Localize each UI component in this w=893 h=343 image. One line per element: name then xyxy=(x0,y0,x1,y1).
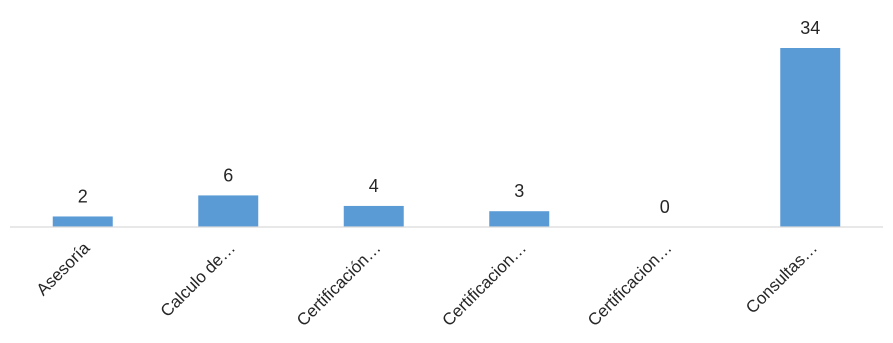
x-tick-label-4: Certificacion… xyxy=(584,238,676,330)
x-tick-label-5: Consultas… xyxy=(742,238,821,317)
bars-group xyxy=(52,48,841,227)
value-label-4: 0 xyxy=(660,197,670,217)
x-tick-label-2: Certificación… xyxy=(293,238,385,330)
x-tick-label-1: Calculo de… xyxy=(157,238,239,320)
bar-5 xyxy=(780,48,841,227)
bar-1 xyxy=(198,195,259,227)
x-tick-labels-group: Asesoría Calculo de… Certificación… Certifi… xyxy=(33,238,821,330)
value-label-3: 3 xyxy=(514,181,524,201)
value-label-2: 4 xyxy=(369,176,379,196)
value-labels-group: 2 6 4 3 0 34 xyxy=(78,18,821,217)
value-label-5: 34 xyxy=(800,18,820,38)
x-tick-label-0: Asesoría xyxy=(33,238,94,299)
bar-3 xyxy=(489,211,550,227)
value-label-1: 6 xyxy=(223,165,233,185)
x-tick-label-3: Certificacion… xyxy=(438,238,530,330)
value-label-0: 2 xyxy=(78,186,88,206)
bar-2 xyxy=(343,205,404,227)
bar-0 xyxy=(52,216,113,227)
